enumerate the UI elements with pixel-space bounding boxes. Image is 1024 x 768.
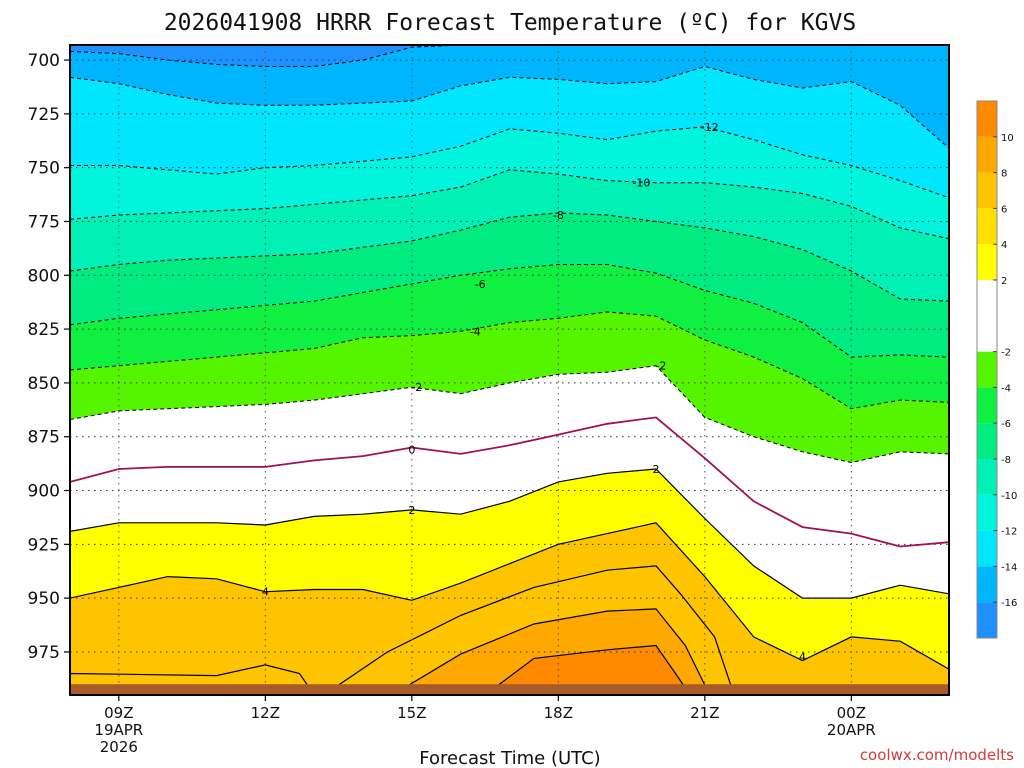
y-tick-label: 925 bbox=[28, 535, 60, 555]
colorbar-tick-label: 4 bbox=[1001, 240, 1007, 251]
isotherm--8 bbox=[70, 212, 949, 302]
colorbar-swatch bbox=[977, 530, 997, 567]
colorbar-tick-label: -4 bbox=[1001, 383, 1011, 394]
isotherm-lines bbox=[70, 45, 949, 670]
x-tick-label: 00Z bbox=[837, 704, 866, 722]
colorbar-tick-label: 8 bbox=[1001, 169, 1007, 180]
y-tick-label: 825 bbox=[28, 320, 60, 340]
band--6-to--4 bbox=[70, 264, 949, 409]
isotherm--14 bbox=[70, 65, 949, 149]
band--14-to--12 bbox=[70, 66, 949, 198]
contour-label: -10 bbox=[632, 177, 650, 190]
x-tick-label: 19APR bbox=[94, 721, 143, 739]
plot-frame bbox=[69, 44, 950, 696]
colorbar-swatch bbox=[977, 280, 997, 352]
band--8-to--6 bbox=[70, 212, 949, 358]
isotherm--2 bbox=[70, 365, 949, 464]
x-tick-label: 21Z bbox=[690, 704, 719, 722]
x-tick-label: 2026 bbox=[100, 738, 138, 756]
ground-layer bbox=[70, 684, 949, 695]
contour-label: -8 bbox=[553, 209, 564, 222]
isotherm--16 bbox=[70, 45, 949, 67]
band--4-to--2 bbox=[70, 311, 949, 463]
y-axis: 700 725 750 775 800 825 850 875 900 925 950 975 bbox=[28, 51, 70, 663]
credit-link[interactable]: coolwx.com/modelts bbox=[860, 746, 1014, 764]
isotherm-2 bbox=[70, 468, 949, 599]
band-2-to-4 bbox=[70, 469, 949, 670]
contour-label: 2 bbox=[408, 504, 415, 517]
warm-pocket-10 bbox=[484, 644, 691, 695]
y-tick-label: 700 bbox=[28, 51, 60, 71]
colorbar-tick-label: -12 bbox=[1001, 527, 1017, 538]
colorbar-swatch bbox=[977, 423, 997, 459]
colorbar-swatch bbox=[977, 136, 997, 173]
x-tick-label: 09Z bbox=[104, 704, 133, 722]
colorbar-swatch bbox=[977, 494, 997, 531]
colorbar-swatch bbox=[977, 602, 997, 638]
colorbar-tick-label: -10 bbox=[1001, 491, 1017, 502]
band-0-to-2 bbox=[70, 417, 949, 599]
x-axis-label: Forecast Time (UTC) bbox=[419, 748, 600, 768]
colorbar-tick-label: -14 bbox=[1001, 562, 1017, 573]
colorbar-tick-label: -8 bbox=[1001, 455, 1011, 466]
temperature-bands bbox=[70, 45, 949, 695]
y-tick-label: 900 bbox=[28, 482, 60, 502]
isotherm--10 bbox=[70, 169, 949, 240]
colorbar-swatch bbox=[977, 459, 997, 495]
x-tick-label: 18Z bbox=[544, 704, 573, 722]
contour-labels: -12 -10 -8 -6 -4 -2 -2 0 2 2 4 4 bbox=[262, 121, 806, 663]
band--2-to-0 bbox=[70, 365, 949, 547]
colorbar-swatch bbox=[977, 566, 997, 603]
y-tick-label: 875 bbox=[28, 428, 60, 448]
colorbar: 10 8 6 4 2 -2 -4 -6 -8 -10 -12 -14 -16 bbox=[976, 100, 1017, 639]
y-tick-label: 725 bbox=[28, 105, 60, 125]
band--10-to--8 bbox=[70, 169, 949, 302]
y-tick-label: 975 bbox=[28, 643, 60, 663]
y-tick-label: 750 bbox=[28, 159, 60, 179]
colorbar-tick-label: 6 bbox=[1001, 204, 1007, 215]
contour-label: -12 bbox=[701, 121, 719, 134]
isotherm--4 bbox=[70, 311, 949, 410]
contour-label: 2 bbox=[653, 463, 660, 476]
colorbar-tick-label: -16 bbox=[1001, 598, 1017, 609]
contour-label: -4 bbox=[470, 325, 481, 338]
y-tick-label: 950 bbox=[28, 589, 60, 609]
x-tick-label: 12Z bbox=[251, 704, 280, 722]
y-tick-label: 800 bbox=[28, 266, 60, 286]
colorbar-swatch bbox=[977, 387, 997, 424]
colorbar-tick-label: -6 bbox=[1001, 419, 1011, 430]
contour-label: -2 bbox=[655, 360, 666, 373]
x-tick-label: 15Z bbox=[397, 704, 426, 722]
grid-lines bbox=[70, 45, 949, 695]
band--12-to--10 bbox=[70, 126, 949, 239]
colorbar-tick-label: 10 bbox=[1001, 133, 1014, 144]
isotherm-0 bbox=[70, 416, 949, 548]
isotherm--12 bbox=[70, 126, 949, 199]
contour-label: -6 bbox=[475, 278, 486, 291]
colorbar-swatch bbox=[977, 101, 997, 137]
colorbar-swatch bbox=[977, 351, 997, 388]
colorbar-swatch bbox=[977, 244, 997, 280]
isotherm-4 bbox=[70, 522, 949, 670]
chart-title: 2026041908 HRRR Forecast Temperature (ºC… bbox=[164, 10, 856, 36]
plot-area: -12 -10 -8 -6 -4 -2 -2 0 2 2 4 4 bbox=[70, 45, 949, 695]
y-tick-label: 850 bbox=[28, 374, 60, 394]
contour-label: 0 bbox=[408, 444, 415, 457]
contour-label: 4 bbox=[799, 650, 806, 663]
x-tick-label: 20APR bbox=[827, 721, 876, 739]
y-tick-label: 775 bbox=[28, 212, 60, 232]
colorbar-tick-label: 2 bbox=[1001, 276, 1007, 287]
band--18-to--16 bbox=[70, 45, 949, 67]
ground-below-surface bbox=[70, 684, 949, 695]
colorbar-frame bbox=[976, 100, 998, 639]
colorbar-swatch bbox=[977, 172, 997, 209]
colorbar-swatch bbox=[977, 208, 997, 245]
isotherm--6 bbox=[70, 264, 949, 358]
colorbar-tick-label: -2 bbox=[1001, 348, 1011, 359]
band--16-to--14 bbox=[70, 45, 949, 149]
contour-label: -2 bbox=[411, 381, 422, 394]
contour-label: 4 bbox=[262, 586, 269, 599]
